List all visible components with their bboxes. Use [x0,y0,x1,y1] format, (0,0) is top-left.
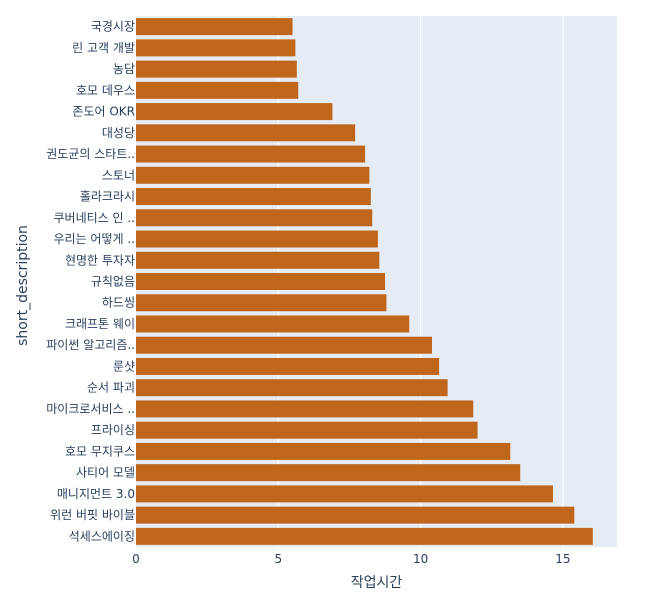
x-axis-title: 작업시간 [351,575,403,591]
bar[interactable] [136,124,356,142]
bar[interactable] [136,39,296,57]
bar[interactable] [136,188,371,206]
bar[interactable] [136,400,474,418]
y-tick-label: 하드씽 [102,296,135,310]
bar[interactable] [136,336,432,354]
y-tick-label: 존도어 OKR [72,105,135,119]
bar[interactable] [136,421,478,439]
bar[interactable] [136,485,553,503]
bar[interactable] [136,230,378,248]
y-tick-label: 규칙없음 [91,275,135,289]
bar[interactable] [136,464,521,482]
y-tick-label: 현명한 투자자 [65,253,135,267]
y-tick-label: 파이썬 알고리즘.. [46,338,135,352]
bar[interactable] [136,103,333,121]
x-tick-label: 15 [555,552,570,566]
bar[interactable] [136,251,380,269]
bar[interactable] [136,442,511,460]
y-axis-title: short_description [15,225,31,346]
bar[interactable] [136,527,593,545]
bar[interactable] [136,294,387,312]
x-tick-labels: 0 5 10 15 [132,552,570,566]
bars [136,18,593,545]
y-tick-label: 린 고객 개발 [72,41,135,55]
y-tick-label: 순서 파괴 [87,381,135,395]
bar[interactable] [136,60,297,78]
y-tick-label: 호모 무지쿠스 [65,444,135,458]
y-tick-label: 석세스에이징 [69,529,135,543]
x-tick-label: 10 [413,552,428,566]
bar[interactable] [136,166,370,184]
bar[interactable] [136,379,448,397]
bar[interactable] [136,315,410,333]
y-tick-label: 호모 데우스 [76,83,135,97]
bar[interactable] [136,357,440,375]
y-tick-label: 프라이싱 [91,423,135,437]
bar[interactable] [136,209,373,227]
y-tick-label: 국경시장 [91,20,135,34]
bar[interactable] [136,506,575,524]
y-tick-label: 매니지먼트 3.0 [57,487,135,501]
bar[interactable] [136,145,366,163]
y-tick-label: 마이크로서비스 .. [46,402,135,416]
y-tick-label: 크래프톤 웨이 [65,317,135,331]
y-tick-label: 우리는 어떻게 .. [54,232,136,246]
x-tick-label: 5 [274,552,282,566]
x-tick-label: 0 [132,552,140,566]
y-tick-label: 쿠버네티스 인 .. [54,211,136,225]
y-tick-label: 위런 버핏 바이블 [50,508,135,522]
y-tick-label: 농담 [113,62,135,76]
y-tick-label: 권도균의 스타트.. [46,147,135,161]
y-tick-label: 스토너 [102,168,135,182]
y-tick-label: 사티어 모델 [76,466,135,480]
y-tick-label: 대성당 [102,126,135,140]
y-tick-label: 홀라크라시 [80,190,135,204]
bar[interactable] [136,81,299,99]
y-tick-label: 룬샷 [113,359,135,373]
bar[interactable] [136,273,386,290]
bar[interactable] [136,18,293,36]
